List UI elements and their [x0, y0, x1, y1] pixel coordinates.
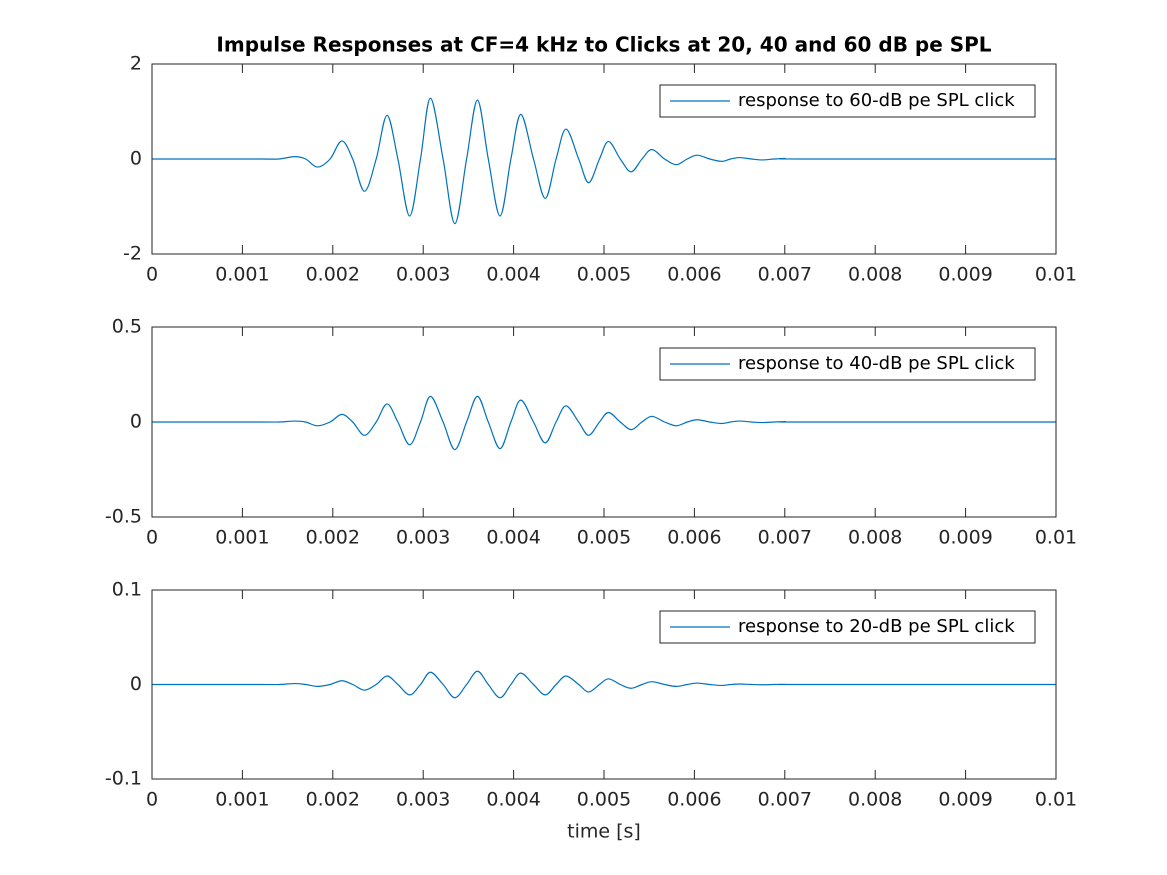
x-tick-label: 0.003 [396, 527, 450, 549]
line-series [152, 97, 1057, 225]
x-tick-label: 0.008 [848, 264, 902, 286]
x-tick-label: 0.002 [306, 789, 360, 811]
axes-box [151, 326, 1057, 518]
y-tick-label: -0.1 [105, 768, 142, 790]
x-tick-label: 0.008 [848, 789, 902, 811]
x-tick-label: 0.01 [1035, 789, 1077, 811]
x-tick-label: 0.004 [486, 264, 540, 286]
x-tick-label: 0.006 [667, 527, 721, 549]
x-tick-label: 0.009 [938, 264, 992, 286]
legend-label: response to 40-dB pe SPL click [738, 353, 1015, 374]
x-tick-label: 0.005 [577, 264, 631, 286]
y-tick-label: 0 [130, 148, 142, 170]
axes-box [151, 589, 1057, 780]
x-tick-label: 0.004 [486, 789, 540, 811]
y-tick-label: 0.1 [112, 579, 142, 601]
legend-label: response to 60-dB pe SPL click [738, 90, 1015, 111]
x-tick-label: 0.007 [758, 264, 812, 286]
x-tick-label: 0.005 [577, 789, 631, 811]
y-tick-label: -0.5 [105, 506, 142, 528]
y-tick-label: -2 [123, 243, 142, 265]
x-tick-label: 0.006 [667, 264, 721, 286]
x-tick-label: 0.003 [396, 264, 450, 286]
x-tick-label: 0.007 [758, 789, 812, 811]
x-tick-label: 0.008 [848, 527, 902, 549]
x-tick-label: 0.001 [215, 264, 269, 286]
x-tick-label: 0.01 [1035, 264, 1077, 286]
x-axis-label: time [s] [567, 821, 641, 843]
x-tick-label: 0.002 [306, 264, 360, 286]
y-tick-label: 0.5 [112, 316, 142, 338]
x-tick-label: 0.007 [758, 527, 812, 549]
x-tick-label: 0.001 [215, 527, 269, 549]
x-tick-label: 0.009 [938, 527, 992, 549]
x-tick-label: 0.002 [306, 527, 360, 549]
x-tick-label: 0.01 [1035, 527, 1077, 549]
y-tick-label: 2 [130, 53, 142, 75]
x-tick-label: 0 [146, 264, 158, 286]
y-tick-label: 0 [130, 673, 142, 695]
x-tick-label: 0 [146, 789, 158, 811]
x-tick-label: 0.009 [938, 789, 992, 811]
y-tick-label: 0 [130, 411, 142, 433]
x-tick-label: 0.003 [396, 789, 450, 811]
line-series [151, 395, 1057, 451]
x-tick-label: 0.006 [667, 789, 721, 811]
x-tick-label: 0.001 [215, 789, 269, 811]
axes-box [151, 63, 1057, 255]
line-series [152, 670, 1057, 699]
x-tick-label: 0.004 [486, 527, 540, 549]
chart-title: Impulse Responses at CF=4 kHz to Clicks … [216, 33, 991, 57]
x-tick-label: 0 [146, 527, 158, 549]
x-tick-label: 0.005 [577, 527, 631, 549]
legend-label: response to 20-dB pe SPL click [738, 616, 1015, 637]
